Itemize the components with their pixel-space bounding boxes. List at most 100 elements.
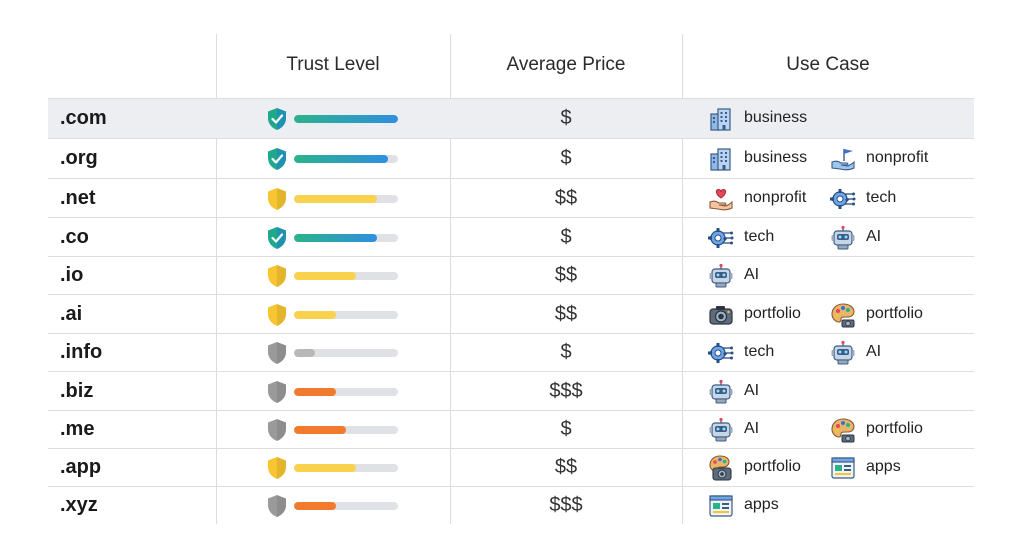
price-label: $ bbox=[560, 147, 572, 169]
price-label: $ bbox=[560, 226, 572, 248]
use-case-label: business bbox=[744, 149, 808, 166]
table-row: .com $ business bbox=[48, 98, 974, 139]
trust-bar-fill bbox=[294, 502, 336, 510]
building-icon bbox=[708, 106, 734, 132]
price-label: $$ bbox=[554, 187, 578, 209]
domain-comparison-table: Trust Level Average Price Use Case .com $… bbox=[48, 34, 974, 524]
price-label: $$ bbox=[554, 456, 578, 478]
use-case-label: AI bbox=[744, 266, 760, 283]
palette-icon bbox=[830, 302, 856, 328]
trust-bar bbox=[294, 155, 398, 163]
use-case-label: tech bbox=[744, 343, 775, 360]
tld-label: .me bbox=[60, 418, 95, 440]
price-label: $$$ bbox=[549, 380, 583, 402]
app-window-icon bbox=[708, 493, 734, 519]
trust-bar bbox=[294, 311, 398, 319]
price-label: $$$ bbox=[549, 494, 583, 516]
robot-icon bbox=[830, 225, 856, 251]
use-case-label: AI bbox=[866, 343, 882, 360]
trust-bar-fill bbox=[294, 349, 315, 357]
use-case-label: apps bbox=[744, 496, 779, 513]
trust-bar-fill bbox=[294, 388, 336, 396]
shield-icon bbox=[266, 418, 288, 442]
use-case-label: tech bbox=[866, 189, 897, 206]
camera-icon bbox=[708, 302, 734, 328]
use-case-label: nonprofit bbox=[744, 189, 807, 206]
column-divider bbox=[216, 34, 217, 524]
gear-circuit-icon bbox=[708, 340, 734, 366]
trust-bar-fill bbox=[294, 426, 346, 434]
shield-icon bbox=[266, 303, 288, 327]
shield-icon bbox=[266, 494, 288, 518]
trust-bar bbox=[294, 234, 398, 242]
trust-bar bbox=[294, 464, 398, 472]
trust-level-indicator bbox=[266, 456, 398, 479]
shield-icon bbox=[266, 187, 288, 211]
table-row: .me $ AI portfolio bbox=[48, 410, 974, 449]
use-case-label: AI bbox=[866, 228, 882, 245]
shield-icon bbox=[266, 380, 288, 404]
tld-label: .info bbox=[60, 341, 103, 363]
price-label: $ bbox=[560, 418, 572, 440]
shield-icon bbox=[266, 147, 288, 171]
trust-bar bbox=[294, 388, 398, 396]
shield-icon bbox=[266, 107, 288, 131]
shield-icon bbox=[266, 341, 288, 365]
trust-level-indicator bbox=[266, 187, 398, 210]
tld-label: .io bbox=[60, 264, 84, 286]
table-row: .biz $$$ AI bbox=[48, 371, 974, 411]
trust-bar bbox=[294, 195, 398, 203]
table-row: .net $$ nonprofit tech bbox=[48, 178, 974, 218]
table-row: .io $$ AI bbox=[48, 256, 974, 295]
tld-label: .ai bbox=[60, 303, 83, 325]
trust-bar bbox=[294, 272, 398, 280]
robot-icon bbox=[708, 417, 734, 443]
tld-label: .net bbox=[60, 187, 96, 209]
tld-label: .app bbox=[60, 456, 102, 478]
use-case-label: portfolio bbox=[866, 305, 923, 322]
trust-level-indicator bbox=[266, 341, 398, 364]
robot-icon bbox=[830, 340, 856, 366]
building-icon bbox=[708, 146, 734, 172]
shield-icon bbox=[266, 226, 288, 250]
gear-circuit-icon bbox=[830, 186, 856, 212]
trust-level-indicator bbox=[266, 494, 398, 517]
tld-label: .xyz bbox=[60, 494, 98, 516]
hand-flag-icon bbox=[830, 146, 856, 172]
use-case-label: business bbox=[744, 109, 808, 126]
trust-level-indicator bbox=[266, 303, 398, 326]
column-divider bbox=[450, 34, 451, 524]
palette-icon bbox=[830, 417, 856, 443]
app-window-icon bbox=[830, 455, 856, 481]
use-case-label: portfolio bbox=[744, 458, 801, 475]
tld-label: .biz bbox=[60, 380, 94, 402]
camera-palette-icon bbox=[708, 455, 734, 481]
trust-level-indicator bbox=[266, 147, 398, 170]
trust-bar-fill bbox=[294, 155, 388, 163]
table-row: .co $ tech AI bbox=[48, 217, 974, 257]
use-case-label: portfolio bbox=[744, 305, 801, 322]
trust-bar-fill bbox=[294, 115, 398, 123]
trust-bar-fill bbox=[294, 195, 377, 203]
shield-icon bbox=[266, 264, 288, 288]
header-trust-level: Trust Level bbox=[286, 54, 380, 75]
robot-icon bbox=[708, 263, 734, 289]
trust-level-indicator bbox=[266, 418, 398, 441]
gear-circuit-icon bbox=[708, 225, 734, 251]
trust-bar-fill bbox=[294, 234, 377, 242]
tld-label: .org bbox=[60, 147, 98, 169]
use-case-label: nonprofit bbox=[866, 149, 929, 166]
column-divider bbox=[682, 34, 683, 524]
tld-label: .co bbox=[60, 226, 89, 248]
price-label: $$ bbox=[554, 264, 578, 286]
use-case-label: apps bbox=[866, 458, 901, 475]
trust-level-indicator bbox=[266, 380, 398, 403]
tld-label: .com bbox=[60, 107, 107, 129]
header-use-case: Use Case bbox=[786, 54, 870, 75]
trust-bar-fill bbox=[294, 272, 356, 280]
trust-bar-fill bbox=[294, 464, 356, 472]
use-case-label: AI bbox=[744, 382, 760, 399]
trust-bar bbox=[294, 426, 398, 434]
table-header: Trust Level Average Price Use Case bbox=[48, 34, 974, 98]
price-label: $ bbox=[560, 341, 572, 363]
